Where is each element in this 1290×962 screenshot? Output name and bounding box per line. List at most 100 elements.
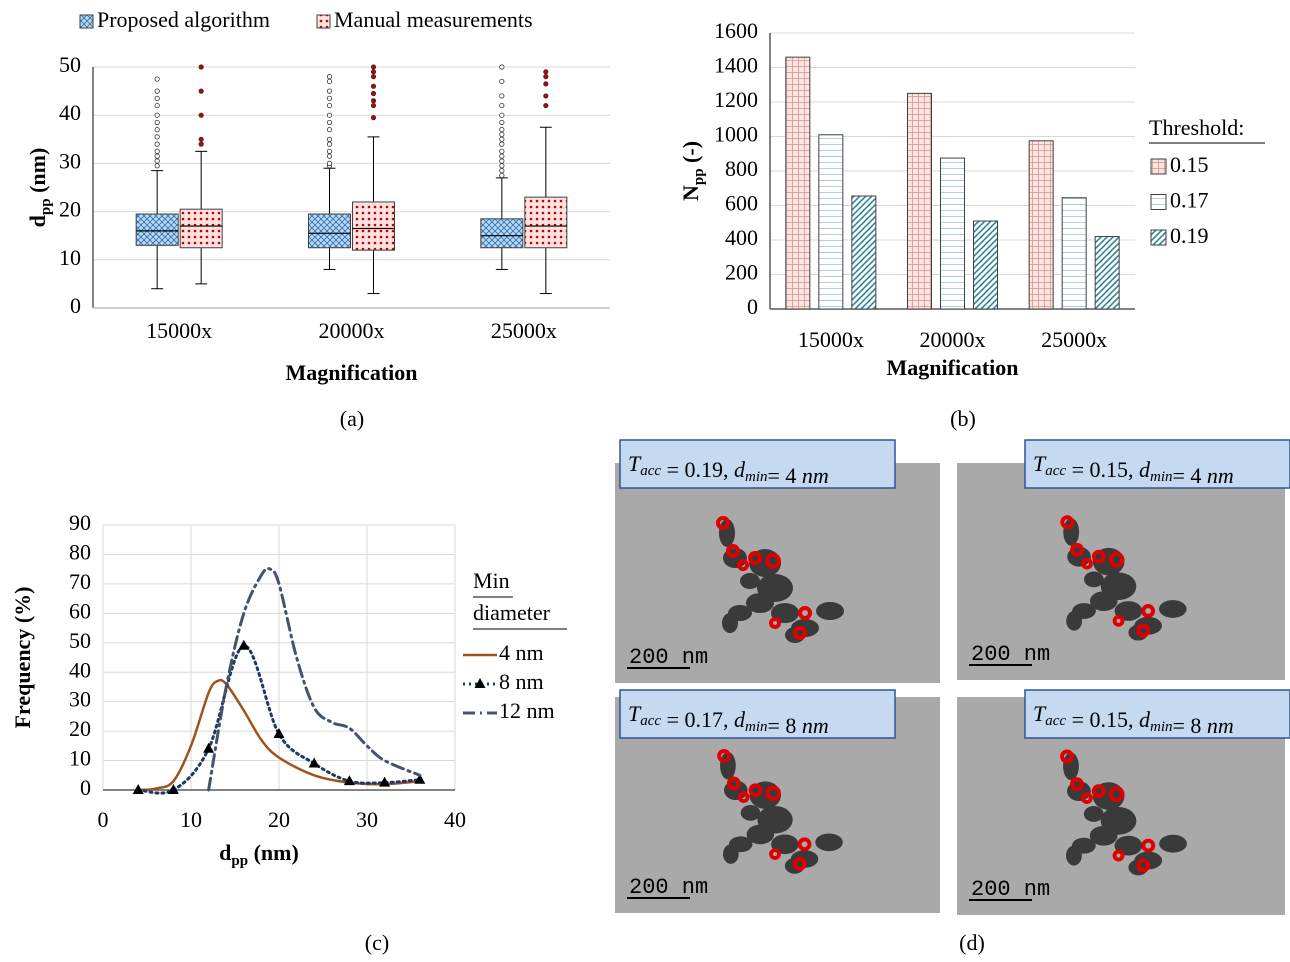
outlier — [499, 112, 505, 118]
x-axis-title: Magnification — [887, 355, 1019, 380]
outlier — [543, 74, 549, 80]
ylabel-sub: pp — [38, 198, 54, 215]
marker — [273, 728, 285, 739]
outlier — [499, 102, 505, 109]
label-text: Tacc = 0.15, dmin= 8 nm — [1033, 701, 1234, 738]
y-tick-label: 40 — [69, 657, 91, 682]
outlier — [543, 93, 549, 99]
y-tick-label: 70 — [69, 569, 91, 594]
outlier — [198, 88, 204, 94]
outlier — [326, 136, 333, 142]
x-axis-title: Magnification — [286, 360, 418, 385]
ylabel-unit: (-) — [678, 141, 703, 168]
outlier — [499, 93, 505, 99]
outlier — [326, 141, 333, 147]
outlier — [326, 153, 333, 159]
y-tick-label: 1600 — [714, 18, 758, 43]
outlier — [326, 160, 333, 166]
box — [524, 196, 568, 249]
box — [135, 213, 179, 246]
math: nm — [1207, 713, 1234, 738]
ylabel-unit: (nm) — [25, 148, 50, 199]
label-box — [619, 439, 896, 489]
outlier — [499, 148, 505, 154]
xlabel-sub: pp — [231, 853, 248, 869]
text: = 8 — [1173, 713, 1207, 738]
bar — [973, 220, 998, 310]
math: nm — [1207, 463, 1234, 488]
marker — [203, 742, 215, 753]
label-text: Tacc = 0.17, dmin= 8 nm — [628, 701, 829, 738]
outlier — [198, 141, 204, 147]
marker — [414, 773, 426, 784]
outlier — [499, 119, 505, 126]
outlier — [154, 141, 160, 147]
math: T — [1033, 451, 1047, 476]
subscript: acc — [640, 463, 661, 479]
scale-bar-label: 200 nm — [971, 877, 1050, 902]
y-tick-label: 30 — [69, 687, 91, 712]
legend-label: 12 nm — [499, 698, 555, 723]
y-tick-label: 600 — [725, 191, 758, 216]
box — [480, 218, 524, 249]
y-tick-label: 0 — [70, 293, 81, 318]
label-text: Tacc = 0.19, dmin= 4 nm — [628, 451, 829, 488]
legend-swatch — [1150, 194, 1167, 210]
outlier — [499, 153, 505, 159]
marker — [132, 784, 144, 794]
y-tick-label: 30 — [59, 148, 81, 173]
caption: (c) — [365, 930, 389, 955]
outlier — [543, 102, 549, 109]
marker — [343, 775, 355, 786]
x-tick-label: 25000x — [1041, 327, 1107, 352]
outlier — [499, 127, 505, 133]
legend-swatch — [316, 14, 331, 29]
marker — [379, 776, 391, 787]
y-tick-label: 60 — [69, 598, 91, 623]
x-tick-label: 20000x — [319, 318, 385, 343]
caption: (a) — [340, 406, 364, 431]
outlier — [154, 134, 160, 140]
micrograph — [615, 463, 940, 683]
legend-label: 4 nm — [499, 640, 544, 665]
outlier — [326, 112, 333, 118]
legend-marker — [474, 678, 486, 688]
outlier — [326, 88, 333, 94]
math: T — [1033, 701, 1047, 726]
bar — [1094, 236, 1120, 310]
x-tick-label: 10 — [180, 807, 202, 832]
outlier — [370, 83, 377, 89]
y-tick-label: 1000 — [714, 122, 758, 147]
y-tick-label: 1200 — [714, 87, 758, 112]
text: = 4 — [1173, 463, 1207, 488]
label-text: Tacc = 0.15, dmin= 4 nm — [1033, 451, 1234, 488]
marker — [308, 757, 320, 768]
y-tick-label: 200 — [725, 260, 758, 285]
outlier — [370, 64, 377, 70]
outlier — [198, 136, 204, 142]
y-tick-label: 1400 — [714, 53, 758, 78]
marker — [167, 784, 179, 794]
outlier — [499, 131, 505, 138]
outlier — [154, 158, 160, 164]
outlier — [154, 76, 160, 82]
outlier — [154, 153, 160, 159]
outlier — [326, 119, 333, 126]
subscript: min — [745, 469, 768, 485]
text: = 8 — [768, 713, 802, 738]
outlier — [499, 158, 505, 164]
outlier — [370, 102, 377, 109]
y-tick-label: 20 — [69, 716, 91, 741]
ylabel-sub: pp — [691, 168, 707, 185]
y-tick-label: 800 — [725, 156, 758, 181]
y-tick-label: 10 — [59, 245, 81, 270]
bar — [907, 92, 932, 310]
ylabel: dpp (nm) — [25, 148, 54, 228]
bar — [818, 134, 844, 310]
y-tick-label: 50 — [59, 52, 81, 77]
ylabel-main: d — [25, 215, 50, 227]
math: d — [734, 457, 746, 482]
y-tick-label: 0 — [747, 294, 758, 319]
math: d — [1139, 457, 1151, 482]
